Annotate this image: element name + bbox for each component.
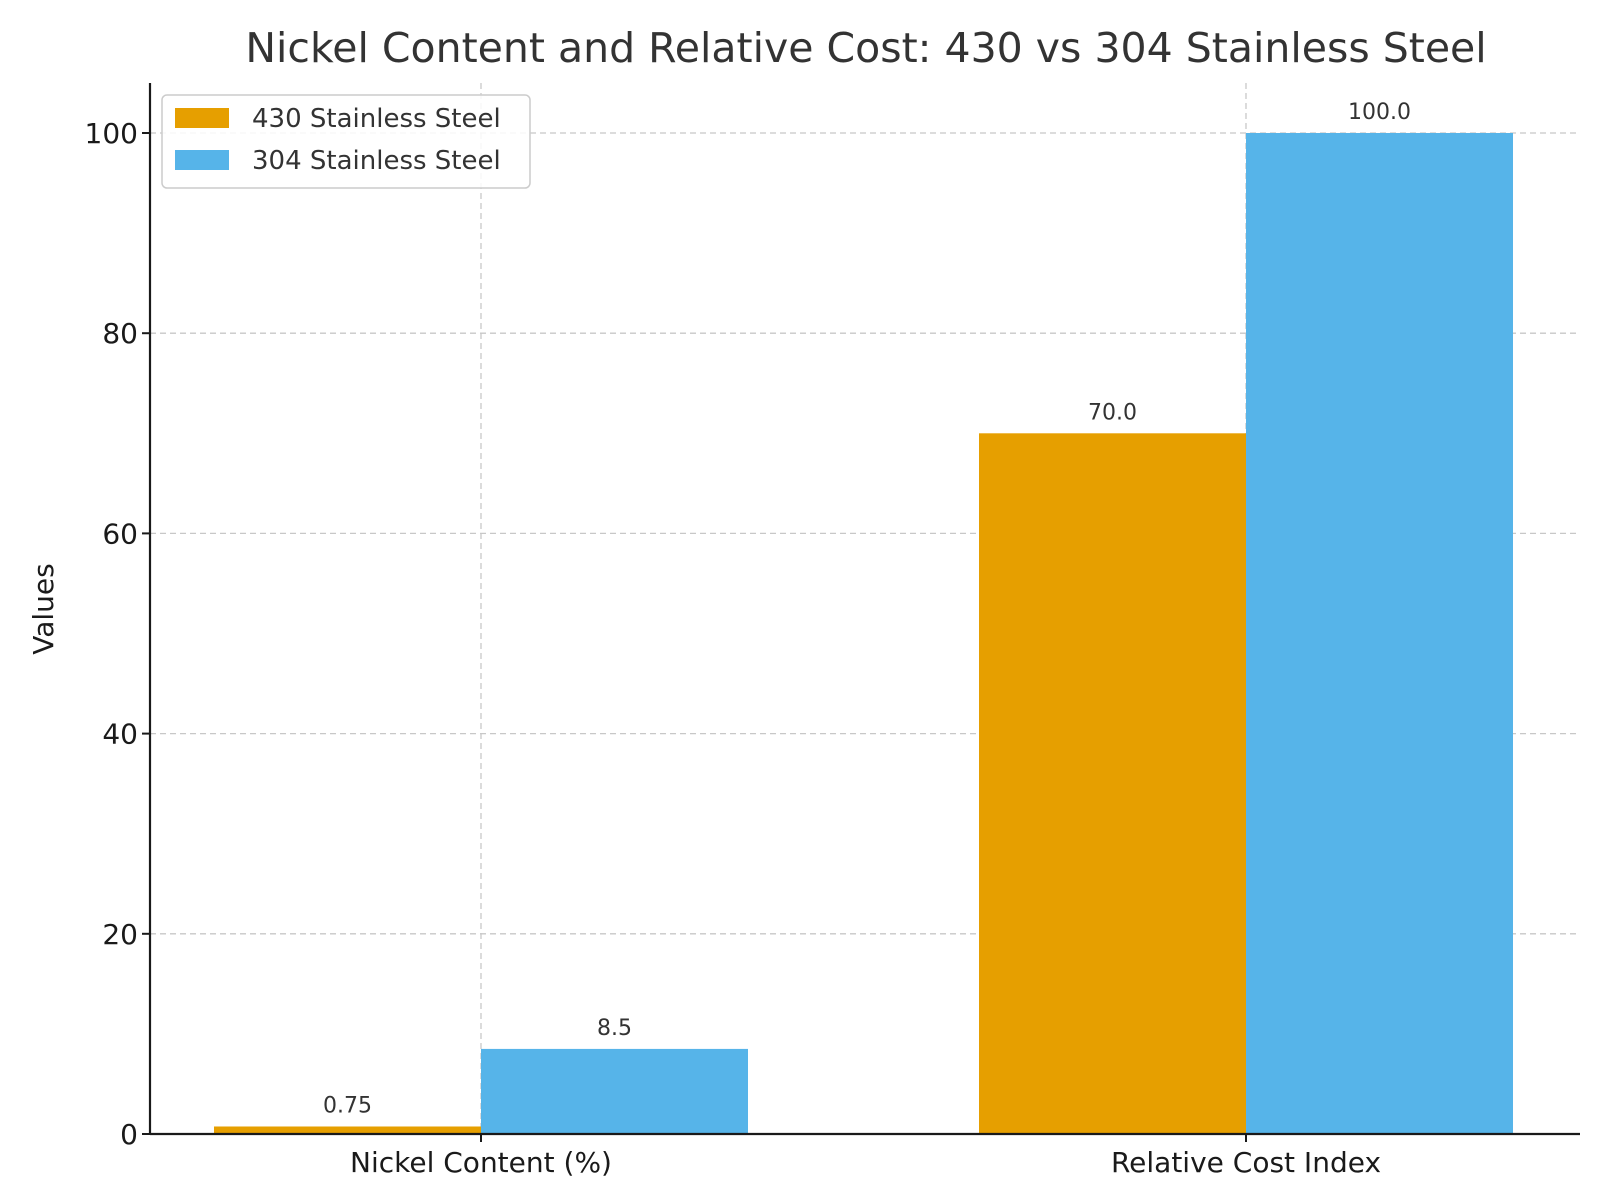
x-tick-label-1: Relative Cost Index <box>1111 1146 1381 1179</box>
bar-304-0 <box>481 1048 748 1134</box>
y-tick-label-0: 0 <box>120 1118 138 1151</box>
y-tick-label-60: 60 <box>102 517 138 550</box>
bar-430-1 <box>979 433 1246 1134</box>
y-axis-label: Values <box>27 563 60 654</box>
value-label-430-0: 0.75 <box>323 1093 372 1118</box>
value-label-304-1: 100.0 <box>1348 100 1411 125</box>
value-label-304-0: 8.5 <box>597 1016 632 1041</box>
y-tick-label-40: 40 <box>102 718 138 751</box>
x-tick-label-0: Nickel Content (%) <box>350 1146 612 1179</box>
legend: 430 Stainless Steel 304 Stainless Steel <box>161 94 531 189</box>
legend-label-430: 430 Stainless Steel <box>252 104 501 134</box>
axes <box>148 82 1580 1136</box>
bar-430-0 <box>214 1126 481 1134</box>
legend-swatch-430 <box>175 108 229 128</box>
bar-304-1 <box>1246 133 1513 1134</box>
chart-title: Nickel Content and Relative Cost: 430 vs… <box>245 24 1486 72</box>
legend-label-304: 304 Stainless Steel <box>252 146 501 176</box>
y-tick-label-80: 80 <box>102 317 138 350</box>
legend-frame <box>161 94 531 189</box>
y-tick-label-20: 20 <box>102 918 138 951</box>
bars <box>214 133 1513 1134</box>
value-label-430-1: 70.0 <box>1088 400 1137 425</box>
legend-swatch-304 <box>175 150 229 170</box>
value-labels: 0.75 70.0 8.5 100.0 <box>323 100 1411 1118</box>
y-tick-label-100: 100 <box>85 117 138 150</box>
tick-labels: 0 20 40 60 80 100 Nickel Content (%) Relative C… <box>85 117 1381 1179</box>
